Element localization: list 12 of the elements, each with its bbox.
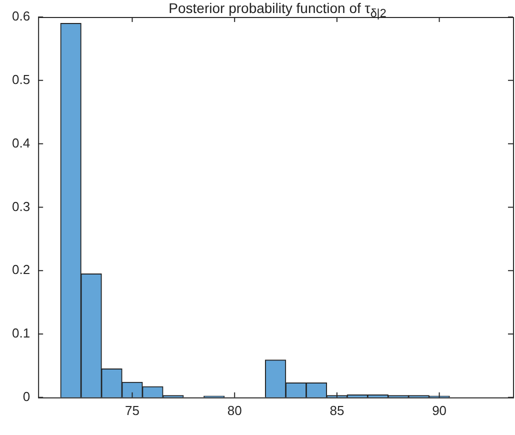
x-tick-label: 90 xyxy=(432,402,447,418)
y-tick-label: 0 xyxy=(22,388,30,404)
x-tick-label: 80 xyxy=(227,402,242,418)
y-tick-label: 0.3 xyxy=(12,198,30,214)
y-tick-label: 0.4 xyxy=(12,135,30,150)
chart-title: Posterior probability function of τ$_{δ|2}$ xyxy=(168,0,388,20)
x-tick-label: 75 xyxy=(125,402,140,418)
y-tick-label: 0.5 xyxy=(12,72,30,87)
y-tick-label: 0.1 xyxy=(12,326,30,341)
x-tick-label: 85 xyxy=(330,402,344,418)
y-tick-label: 0.2 xyxy=(12,262,30,278)
y-tick-label: 0.6 xyxy=(12,8,30,24)
